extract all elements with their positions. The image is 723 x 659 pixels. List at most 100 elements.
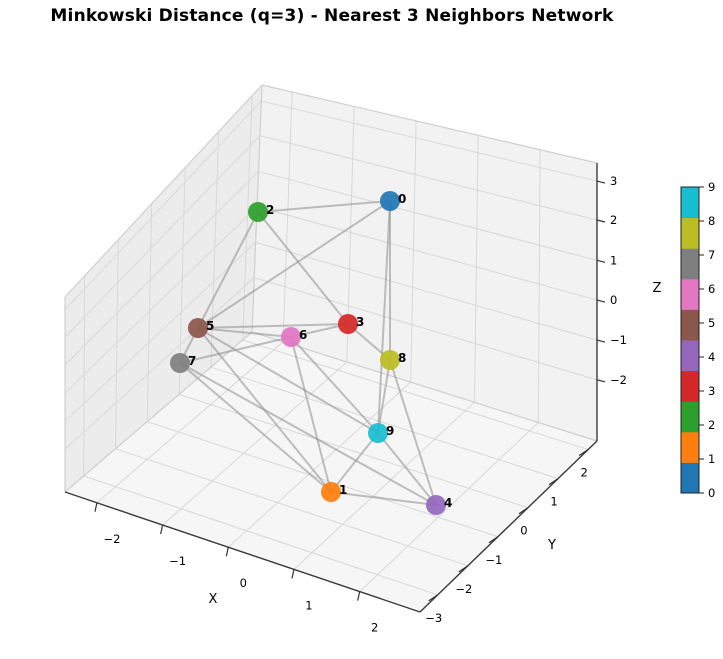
node-label-6: 6 — [299, 328, 307, 342]
x-tick-mark — [291, 569, 295, 579]
edge-6-7 — [179, 336, 292, 364]
colorbar-segment-8 — [681, 217, 699, 249]
edge-4-9 — [377, 432, 437, 506]
colorbar-tick-label: 4 — [708, 350, 715, 364]
grid-line — [410, 120, 417, 383]
y-tick-mark — [428, 594, 439, 602]
colorbar-tick-label: 3 — [708, 384, 715, 398]
axis-spine — [64, 491, 421, 613]
x-axis-label: X — [209, 592, 218, 607]
edge-0-2 — [257, 200, 391, 213]
colorbar-outline — [680, 186, 700, 494]
grid-line — [147, 421, 499, 538]
y-tick-label: −1 — [485, 553, 502, 567]
grid-line — [64, 100, 262, 311]
x-tick-label: 2 — [371, 621, 378, 635]
z-tick-label: 1 — [610, 253, 617, 267]
y-tick-label: 2 — [580, 466, 587, 480]
grid-line — [64, 206, 258, 394]
y-tick-label: −2 — [455, 582, 472, 596]
node-0 — [380, 191, 400, 211]
y-tick-label: 1 — [550, 495, 557, 509]
x-tick-label: 1 — [305, 598, 312, 612]
box-edge — [261, 84, 598, 164]
node-label-7: 7 — [188, 354, 196, 368]
colorbar-segment-2 — [681, 401, 699, 433]
node-6 — [281, 327, 301, 347]
edge-1-9 — [330, 432, 379, 493]
grid-line — [178, 393, 529, 509]
box-edge — [64, 331, 253, 493]
node-1 — [321, 482, 341, 502]
colorbar-segment-7 — [681, 248, 699, 280]
z-tick-mark — [596, 180, 606, 184]
edge-2-3 — [257, 211, 349, 325]
pane-floor — [65, 332, 597, 612]
z-tick-label: −1 — [610, 333, 627, 347]
x-tick-mark — [357, 591, 361, 601]
colorbar-tick-label: 9 — [708, 180, 715, 194]
edge-0-5 — [197, 200, 391, 329]
z-tick-label: −2 — [610, 373, 627, 387]
grid-line — [64, 135, 261, 338]
chart-title: Minkowski Distance (q=3) - Nearest 3 Nei… — [50, 6, 614, 26]
colorbar-segment-1 — [681, 431, 699, 463]
colorbar-segment-6 — [681, 278, 699, 310]
node-label-3: 3 — [356, 315, 364, 329]
x-tick-mark — [160, 524, 164, 535]
node-label-5: 5 — [206, 319, 214, 333]
node-label-4: 4 — [444, 496, 452, 510]
grid-line — [254, 277, 598, 381]
grid-line — [115, 448, 468, 567]
node-label-0: 0 — [398, 192, 406, 206]
node-3 — [338, 314, 358, 334]
colorbar-segment-0 — [681, 462, 699, 494]
colorbar-tick-label: 6 — [708, 282, 715, 296]
edge-5-6 — [197, 327, 292, 338]
axis-spine — [419, 440, 598, 613]
edge-1-6 — [290, 336, 332, 493]
node-label-9: 9 — [386, 424, 394, 438]
grid-line — [64, 171, 259, 366]
colorbar-segment-5 — [681, 309, 699, 341]
y-tick-label: −3 — [425, 611, 442, 625]
y-tick-label: 0 — [520, 524, 527, 538]
x-tick-mark — [225, 547, 229, 557]
grid-line — [96, 341, 284, 504]
grid-line — [242, 339, 589, 451]
grid-line — [359, 422, 539, 592]
colorbar-segment-4 — [681, 340, 699, 372]
node-label-8: 8 — [398, 351, 406, 365]
y-tick-mark — [458, 565, 469, 573]
node-label-1: 1 — [339, 483, 347, 497]
pane-right-wall — [252, 85, 597, 441]
colorbar-tick-label: 7 — [708, 248, 715, 262]
z-axis-label: Z — [653, 281, 662, 296]
z-tick-label: 0 — [610, 293, 617, 307]
grid-line — [293, 401, 475, 570]
z-tick-mark — [596, 259, 606, 263]
node-5 — [188, 318, 208, 338]
z-tick-label: 2 — [610, 213, 617, 227]
colorbar-tick-label: 5 — [708, 316, 715, 330]
z-tick-mark — [596, 299, 606, 303]
edge-8-9 — [377, 359, 391, 434]
z-tick-mark — [596, 339, 606, 343]
edge-4-8 — [389, 359, 437, 506]
edge-5-9 — [197, 327, 379, 434]
edge-0-9 — [377, 200, 391, 434]
colorbar-segment-3 — [681, 370, 699, 402]
y-tick-mark — [518, 507, 529, 515]
node-9 — [368, 423, 388, 443]
grid-line — [114, 239, 119, 449]
y-tick-mark — [488, 536, 499, 544]
grid-line — [242, 95, 253, 341]
node-2 — [248, 202, 268, 222]
edge-1-4 — [330, 491, 437, 506]
grid-line — [255, 241, 598, 341]
grid-line — [146, 203, 153, 422]
grid-line — [83, 475, 438, 596]
grid-line — [227, 381, 412, 548]
grid-line — [474, 135, 479, 403]
